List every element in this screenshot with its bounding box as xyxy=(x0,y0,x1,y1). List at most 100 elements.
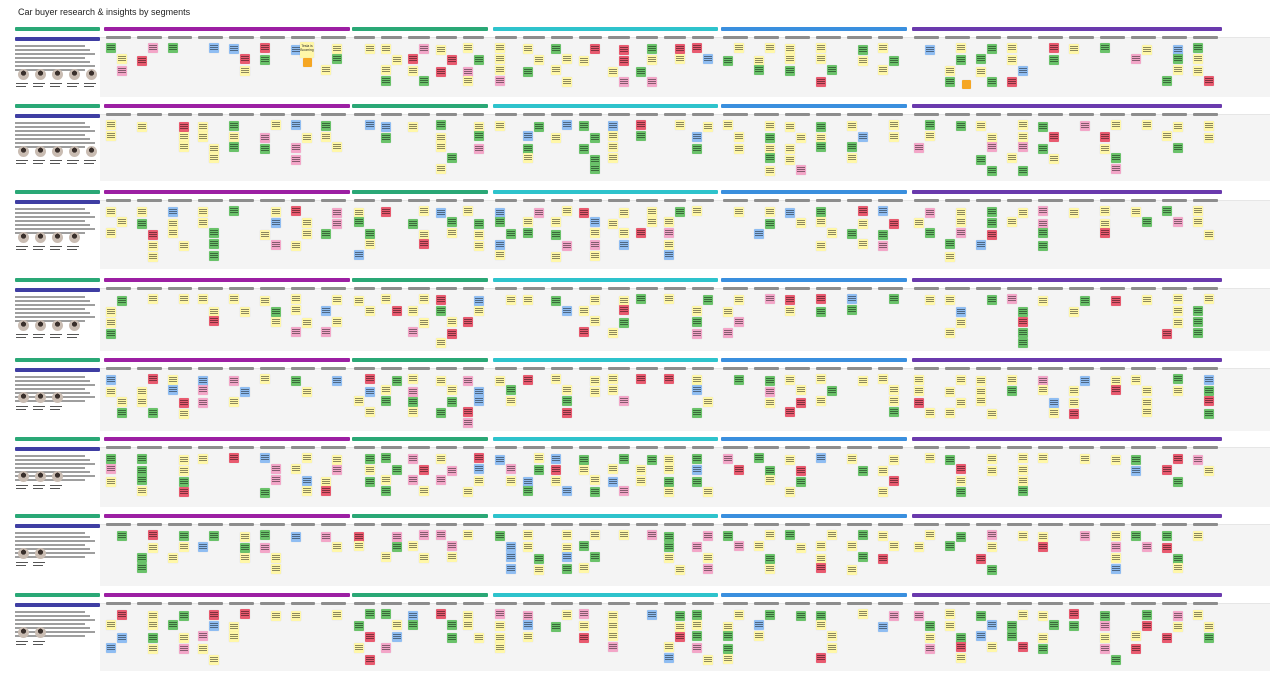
sticky-note[interactable] xyxy=(523,611,534,621)
sticky-note[interactable] xyxy=(506,295,516,305)
sticky-note[interactable] xyxy=(332,317,343,327)
sticky-note[interactable] xyxy=(446,317,457,327)
sticky-note[interactable] xyxy=(1018,453,1028,463)
sticky-note[interactable] xyxy=(473,306,484,316)
sticky-note[interactable] xyxy=(691,306,702,316)
sticky-note[interactable] xyxy=(106,207,116,217)
sticky-note[interactable] xyxy=(365,229,375,239)
sticky-note[interactable] xyxy=(858,530,868,540)
sticky-note[interactable] xyxy=(765,207,775,217)
sticky-note[interactable] xyxy=(147,374,158,384)
sticky-note[interactable] xyxy=(229,142,239,152)
sticky-note[interactable] xyxy=(618,454,629,464)
sticky-note[interactable] xyxy=(1018,317,1028,327)
sticky-note[interactable] xyxy=(976,240,986,250)
sticky-note[interactable] xyxy=(290,45,301,55)
sticky-note[interactable] xyxy=(1204,466,1214,476)
sticky-note[interactable] xyxy=(1173,454,1183,464)
sticky-note[interactable] xyxy=(321,306,332,316)
sticky-note[interactable] xyxy=(117,408,127,418)
sticky-note[interactable] xyxy=(198,631,209,641)
sticky-note[interactable] xyxy=(419,530,430,540)
sticky-note[interactable] xyxy=(1204,294,1214,304)
sticky-note[interactable] xyxy=(765,219,775,229)
sticky-note[interactable] xyxy=(523,375,534,385)
sticky-note[interactable] xyxy=(765,43,775,53)
sticky-note[interactable] xyxy=(178,611,189,621)
sticky-note[interactable] xyxy=(1173,611,1183,621)
sticky-note[interactable] xyxy=(534,208,545,218)
sticky-note[interactable] xyxy=(765,166,775,176)
sticky-note[interactable] xyxy=(523,620,534,630)
sticky-note[interactable] xyxy=(1173,143,1183,153)
sticky-note[interactable] xyxy=(702,487,713,497)
sticky-note[interactable] xyxy=(1142,386,1152,396)
sticky-note[interactable] xyxy=(332,376,343,386)
sticky-note[interactable] xyxy=(765,466,775,476)
sticky-note[interactable] xyxy=(691,132,702,142)
sticky-note[interactable] xyxy=(579,541,590,551)
sticky-note[interactable] xyxy=(618,208,629,218)
sticky-note[interactable] xyxy=(392,376,403,386)
sticky-note[interactable] xyxy=(147,294,158,304)
sticky-note[interactable] xyxy=(562,408,573,418)
sticky-note[interactable] xyxy=(301,486,312,496)
sticky-note[interactable] xyxy=(590,316,601,326)
sticky-note[interactable] xyxy=(1038,241,1048,251)
sticky-note[interactable] xyxy=(1018,338,1028,348)
sticky-note[interactable] xyxy=(1100,611,1110,621)
sticky-note[interactable] xyxy=(408,541,419,551)
sticky-note[interactable] xyxy=(1038,376,1048,386)
sticky-note[interactable] xyxy=(663,294,674,304)
sticky-note[interactable] xyxy=(1038,644,1048,654)
sticky-note[interactable] xyxy=(1080,454,1090,464)
sticky-note[interactable] xyxy=(381,453,392,463)
sticky-note[interactable] xyxy=(209,144,220,154)
sticky-note[interactable] xyxy=(408,374,419,384)
sticky-note[interactable] xyxy=(551,252,562,262)
sticky-note[interactable] xyxy=(1038,228,1048,238)
sticky-note[interactable] xyxy=(663,642,674,652)
sticky-note[interactable] xyxy=(167,620,178,630)
sticky-note[interactable] xyxy=(956,55,966,65)
sticky-note[interactable] xyxy=(136,454,147,464)
sticky-note[interactable] xyxy=(1204,396,1214,406)
sticky-note[interactable] xyxy=(765,294,775,304)
sticky-note[interactable] xyxy=(270,218,281,228)
sticky-note[interactable] xyxy=(408,327,419,337)
sticky-note[interactable] xyxy=(827,228,837,238)
sticky-note[interactable] xyxy=(765,398,775,408)
sticky-note[interactable] xyxy=(618,296,629,306)
sticky-note[interactable] xyxy=(523,144,534,154)
sticky-note[interactable] xyxy=(381,475,392,485)
sticky-note[interactable] xyxy=(945,252,955,262)
sticky-note[interactable] xyxy=(579,563,590,573)
sticky-note[interactable] xyxy=(506,564,516,574)
sticky-note[interactable] xyxy=(198,385,209,395)
sticky-note[interactable] xyxy=(1193,206,1203,216)
sticky-note[interactable] xyxy=(408,611,419,621)
sticky-note[interactable] xyxy=(365,655,375,665)
sticky-note[interactable] xyxy=(1007,77,1017,87)
sticky-note[interactable] xyxy=(562,306,573,316)
sticky-note[interactable] xyxy=(136,397,147,407)
sticky-note[interactable] xyxy=(1131,375,1141,385)
sticky-note[interactable] xyxy=(446,55,457,65)
sticky-note[interactable] xyxy=(446,397,457,407)
sticky-note[interactable] xyxy=(1193,306,1203,316)
sticky-note[interactable] xyxy=(925,530,935,540)
sticky-note[interactable] xyxy=(816,453,826,463)
sticky-note[interactable] xyxy=(816,620,826,630)
sticky-note[interactable] xyxy=(473,230,484,240)
sticky-note[interactable] xyxy=(956,464,966,474)
sticky-note[interactable] xyxy=(796,133,806,143)
sticky-note[interactable] xyxy=(562,241,573,251)
sticky-note[interactable] xyxy=(723,56,733,66)
sticky-note[interactable] xyxy=(579,455,590,465)
sticky-note[interactable] xyxy=(1049,398,1059,408)
sticky-note[interactable] xyxy=(976,631,986,641)
sticky-note[interactable] xyxy=(259,374,270,384)
sticky-note[interactable] xyxy=(987,77,997,87)
sticky-note[interactable] xyxy=(785,295,795,305)
sticky-note[interactable] xyxy=(534,453,545,463)
